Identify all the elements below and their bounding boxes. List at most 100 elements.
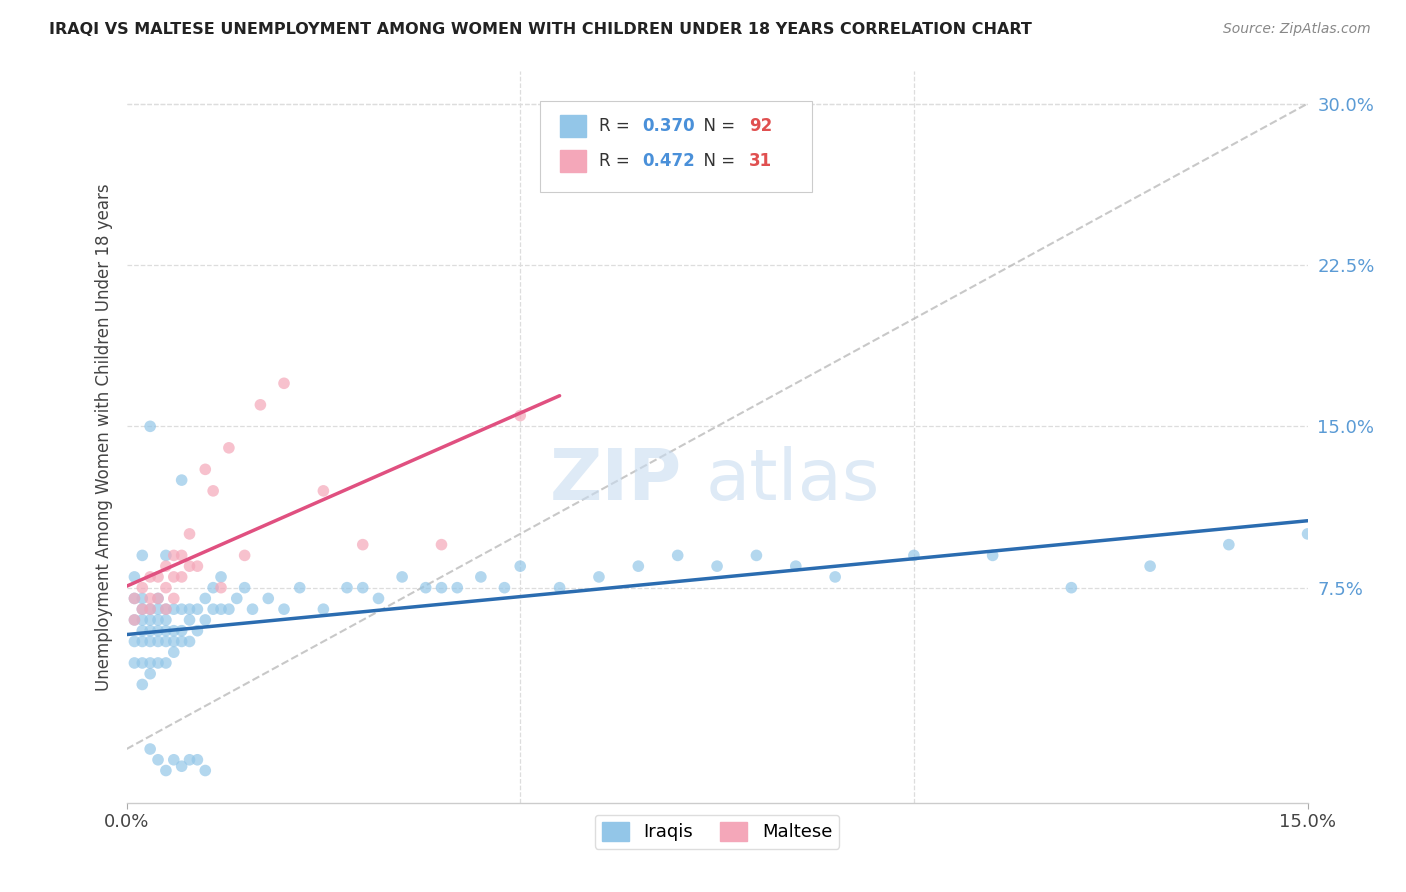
Point [146, 602, 169, 616]
Point [352, 538, 374, 552]
Point [131, 656, 153, 670]
Point [131, 591, 153, 606]
Point [139, 666, 162, 681]
FancyBboxPatch shape [540, 101, 811, 192]
Point [494, 581, 516, 595]
Point [131, 613, 153, 627]
Point [146, 591, 169, 606]
Point [163, 602, 186, 616]
Point [146, 613, 169, 627]
Point [139, 591, 162, 606]
Point [155, 764, 177, 778]
Point [139, 570, 162, 584]
Point [233, 549, 256, 563]
Point [124, 613, 146, 627]
Point [155, 613, 177, 627]
Point [273, 376, 295, 391]
Point [706, 559, 728, 574]
Point [146, 591, 169, 606]
Point [170, 570, 193, 584]
Point [131, 634, 153, 648]
Point [312, 602, 335, 616]
Point [179, 613, 201, 627]
Point [273, 602, 295, 616]
Point [202, 483, 225, 498]
Point [430, 538, 453, 552]
Text: 0.370: 0.370 [643, 117, 696, 136]
Point [124, 591, 146, 606]
Point [415, 581, 437, 595]
Point [1296, 527, 1319, 541]
Text: 0.472: 0.472 [643, 153, 696, 170]
Point [163, 591, 186, 606]
Point [170, 759, 193, 773]
Point [179, 634, 201, 648]
Text: R =: R = [599, 153, 636, 170]
Point [139, 602, 162, 616]
Point [509, 409, 531, 423]
Point [131, 624, 153, 638]
Point [131, 602, 153, 616]
Point [1060, 581, 1083, 595]
Bar [560, 115, 586, 137]
Point [209, 581, 232, 595]
Point [179, 753, 201, 767]
Text: IRAQI VS MALTESE UNEMPLOYMENT AMONG WOMEN WITH CHILDREN UNDER 18 YEARS CORRELATI: IRAQI VS MALTESE UNEMPLOYMENT AMONG WOME… [49, 22, 1032, 37]
Point [146, 656, 169, 670]
Point [139, 656, 162, 670]
Point [170, 602, 193, 616]
Point [257, 591, 280, 606]
Point [430, 581, 453, 595]
Point [131, 677, 153, 691]
Point [509, 559, 531, 574]
Point [588, 570, 610, 584]
Point [163, 634, 186, 648]
Point [163, 570, 186, 584]
Text: 92: 92 [749, 117, 772, 136]
Point [146, 753, 169, 767]
Point [146, 570, 169, 584]
Point [202, 581, 225, 595]
Point [627, 559, 650, 574]
Point [903, 549, 925, 563]
Point [202, 602, 225, 616]
Point [194, 613, 217, 627]
Point [139, 634, 162, 648]
Point [155, 559, 177, 574]
Point [1218, 538, 1240, 552]
Point [124, 634, 146, 648]
Text: 31: 31 [749, 153, 772, 170]
Point [163, 645, 186, 659]
Point [242, 602, 264, 616]
Point [981, 549, 1004, 563]
Point [785, 559, 807, 574]
Point [209, 602, 232, 616]
Point [209, 570, 232, 584]
Point [131, 581, 153, 595]
Text: Source: ZipAtlas.com: Source: ZipAtlas.com [1223, 22, 1371, 37]
Point [470, 570, 492, 584]
Point [194, 591, 217, 606]
Legend: Iraqis, Maltese: Iraqis, Maltese [595, 814, 839, 848]
Point [548, 581, 571, 595]
Point [139, 602, 162, 616]
Text: N =: N = [693, 153, 741, 170]
Point [186, 624, 208, 638]
Point [155, 549, 177, 563]
Point [1139, 559, 1161, 574]
Point [139, 624, 162, 638]
Point [352, 581, 374, 595]
Point [336, 581, 359, 595]
Point [367, 591, 389, 606]
Point [124, 656, 146, 670]
Point [194, 462, 217, 476]
Point [666, 549, 689, 563]
Point [218, 602, 240, 616]
Point [155, 624, 177, 638]
Text: ZIP: ZIP [550, 447, 682, 516]
Text: N =: N = [693, 117, 741, 136]
Point [139, 613, 162, 627]
Point [824, 570, 846, 584]
Point [163, 753, 186, 767]
Point [233, 581, 256, 595]
